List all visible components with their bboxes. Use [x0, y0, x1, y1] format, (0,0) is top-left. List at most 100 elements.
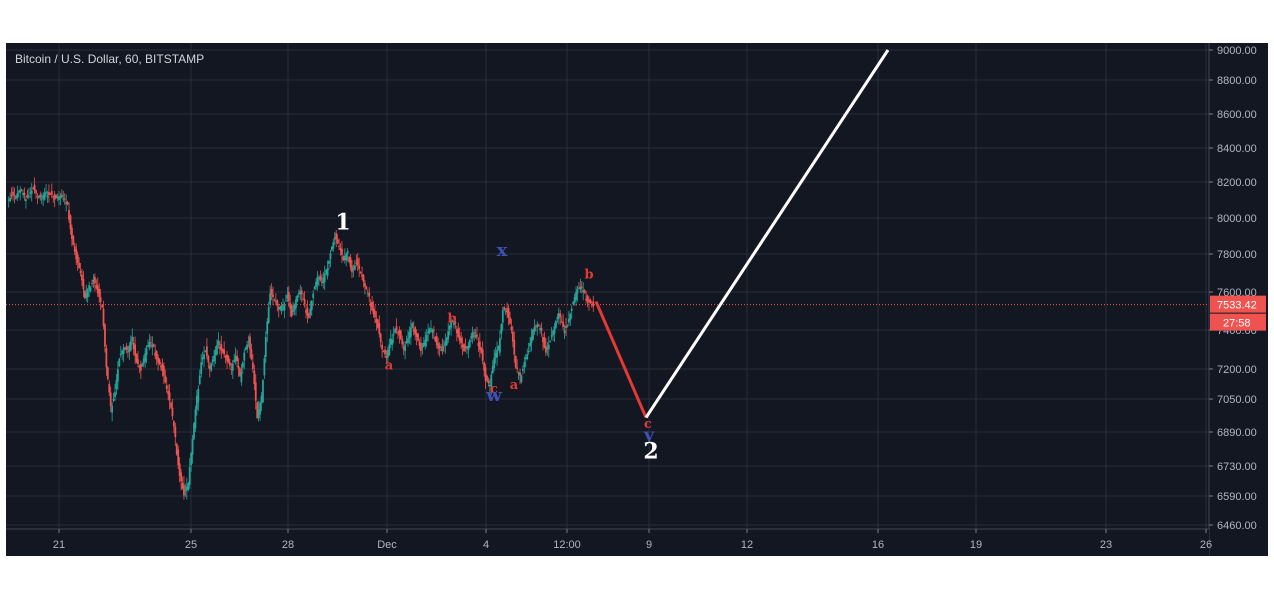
candle-body: [289, 302, 292, 309]
candle: [276, 299, 279, 312]
candle: [29, 187, 32, 199]
candle-body: [412, 329, 415, 332]
candle: [194, 405, 197, 432]
candle-body: [361, 274, 363, 277]
candle: [65, 194, 68, 212]
candle: [206, 338, 208, 360]
candle: [106, 366, 109, 381]
candle: [369, 299, 372, 315]
candle-body: [371, 301, 373, 311]
symbol-title: Bitcoin / U.S. Dollar, 60, BITSTAMP: [15, 52, 205, 66]
candle: [223, 341, 226, 358]
candle: [507, 304, 510, 326]
candle-body: [183, 485, 185, 496]
candle-body: [36, 196, 39, 198]
candle: [279, 305, 282, 311]
candle-body: [244, 347, 247, 350]
candle-body: [198, 375, 201, 385]
candle: [75, 243, 78, 266]
candle: [455, 325, 458, 342]
candle: [251, 354, 254, 373]
candle: [43, 188, 46, 201]
price-tick-label: 6590.00: [1217, 491, 1257, 503]
candle-body: [576, 289, 579, 294]
candle: [241, 361, 244, 374]
candle-body: [559, 313, 562, 317]
price-tick-label: 8000.00: [1217, 213, 1257, 225]
candle-body: [45, 191, 47, 194]
candle: [134, 336, 137, 365]
time-tick-label: 21: [53, 539, 65, 551]
candle-body: [451, 320, 454, 322]
candle-body: [7, 199, 10, 201]
candle: [10, 187, 13, 200]
candle: [277, 303, 280, 318]
candle-body: [378, 323, 381, 334]
candle-body: [506, 308, 509, 313]
candle-body: [457, 328, 460, 338]
candle-body: [325, 269, 328, 274]
price-axis[interactable]: 9000.00 8800.00 8600.00 8400.00 8200.00 8000.…: [1208, 43, 1268, 556]
candle-body: [37, 196, 40, 198]
candle: [142, 355, 145, 368]
candle-body: [111, 405, 114, 413]
candle: [592, 295, 595, 312]
candle: [188, 458, 191, 489]
time-axis[interactable]: 21 25 28 Dec 4 12:00 9 12 16 19 23 26: [6, 528, 1212, 556]
candle-body: [397, 331, 399, 333]
candle-body: [33, 184, 36, 191]
candle-body: [227, 356, 230, 363]
candle: [407, 330, 409, 347]
candle: [491, 360, 494, 375]
candle-body: [329, 253, 332, 260]
candle-body: [150, 342, 152, 344]
candle: [118, 357, 121, 368]
candle: [62, 191, 65, 203]
candle-body: [536, 324, 539, 328]
candle-body: [351, 265, 353, 273]
candle: [264, 331, 267, 363]
candle: [529, 337, 531, 353]
wave-label: c: [490, 382, 498, 397]
candle: [345, 252, 348, 267]
candle-body: [230, 368, 233, 370]
projection-red-segment: [594, 300, 648, 419]
candle-body: [346, 251, 349, 254]
candle: [576, 285, 579, 302]
candle: [565, 317, 567, 337]
candle: [355, 254, 358, 267]
candle: [99, 289, 102, 311]
candle: [180, 468, 182, 491]
candle-body: [23, 192, 26, 196]
candle-body: [422, 343, 425, 347]
candle-body: [589, 299, 592, 303]
candle: [394, 328, 396, 335]
candle-body: [14, 196, 17, 199]
candle-body: [542, 337, 544, 343]
candle: [544, 337, 547, 357]
candle: [131, 328, 134, 345]
candle: [323, 265, 326, 291]
candle: [231, 360, 234, 379]
candle: [374, 305, 376, 324]
candle-body: [588, 299, 590, 303]
candle-body: [29, 192, 32, 194]
time-tick-label: 12: [741, 539, 753, 551]
candle: [95, 279, 98, 290]
candle: [481, 341, 484, 365]
candle: [389, 330, 392, 348]
candle-body: [578, 287, 580, 289]
candle-body: [66, 201, 69, 205]
candle: [401, 335, 404, 348]
candle-body: [195, 395, 198, 410]
candle-body: [430, 328, 432, 330]
candle-body: [65, 201, 68, 204]
candle-body: [493, 357, 496, 368]
candle: [272, 286, 274, 306]
candle-body: [172, 421, 175, 427]
time-tick-label: 25: [185, 539, 197, 551]
candle: [190, 451, 193, 472]
candle: [161, 358, 164, 377]
